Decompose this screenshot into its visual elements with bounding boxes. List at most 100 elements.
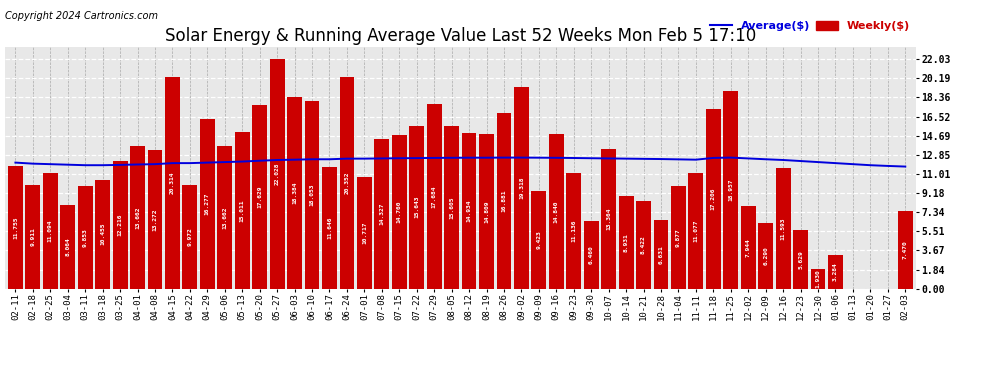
Bar bbox=[653, 220, 668, 289]
Bar bbox=[427, 104, 442, 289]
Text: 10.455: 10.455 bbox=[100, 223, 105, 246]
Bar bbox=[461, 133, 476, 289]
Text: 11.646: 11.646 bbox=[327, 217, 332, 239]
Text: 11.094: 11.094 bbox=[48, 220, 52, 242]
Bar bbox=[741, 206, 755, 289]
Text: 9.911: 9.911 bbox=[31, 228, 36, 246]
Bar bbox=[514, 87, 529, 289]
Bar bbox=[724, 91, 739, 289]
Bar bbox=[26, 185, 41, 289]
Bar bbox=[113, 161, 128, 289]
Text: 15.605: 15.605 bbox=[449, 196, 454, 219]
Text: 18.384: 18.384 bbox=[292, 182, 297, 204]
Text: 14.934: 14.934 bbox=[466, 200, 471, 222]
Text: 14.760: 14.760 bbox=[397, 201, 402, 223]
Bar bbox=[497, 113, 512, 289]
Text: 13.272: 13.272 bbox=[152, 209, 157, 231]
Text: 15.643: 15.643 bbox=[414, 196, 419, 219]
Bar bbox=[43, 173, 57, 289]
Text: 22.028: 22.028 bbox=[274, 163, 279, 185]
Text: 7.944: 7.944 bbox=[745, 238, 750, 257]
Text: 11.077: 11.077 bbox=[693, 220, 698, 242]
Bar bbox=[287, 97, 302, 289]
Bar bbox=[811, 268, 826, 289]
Bar bbox=[322, 167, 337, 289]
Bar bbox=[305, 100, 320, 289]
Legend: Average($), Weekly($): Average($), Weekly($) bbox=[710, 21, 910, 32]
Bar bbox=[78, 186, 93, 289]
Bar bbox=[445, 126, 459, 289]
Text: 6.631: 6.631 bbox=[658, 245, 663, 264]
Bar bbox=[8, 166, 23, 289]
Text: 18.957: 18.957 bbox=[729, 178, 734, 201]
Text: 11.755: 11.755 bbox=[13, 216, 18, 239]
Text: 6.460: 6.460 bbox=[589, 246, 594, 264]
Bar bbox=[566, 172, 581, 289]
Text: 6.290: 6.290 bbox=[763, 247, 768, 266]
Text: 18.053: 18.053 bbox=[310, 183, 315, 206]
Text: 9.853: 9.853 bbox=[83, 228, 88, 247]
Text: 9.877: 9.877 bbox=[676, 228, 681, 247]
Text: 1.930: 1.930 bbox=[816, 269, 821, 288]
Text: 17.206: 17.206 bbox=[711, 188, 716, 210]
Text: 17.684: 17.684 bbox=[432, 185, 437, 208]
Text: 12.216: 12.216 bbox=[118, 214, 123, 236]
Text: 20.352: 20.352 bbox=[345, 171, 349, 194]
Bar bbox=[793, 230, 808, 289]
Text: 13.662: 13.662 bbox=[135, 206, 140, 229]
Text: 16.881: 16.881 bbox=[502, 189, 507, 212]
Bar bbox=[340, 76, 354, 289]
Bar bbox=[374, 140, 389, 289]
Bar bbox=[392, 135, 407, 289]
Title: Solar Energy & Running Average Value Last 52 Weeks Mon Feb 5 17:10: Solar Energy & Running Average Value Las… bbox=[164, 27, 756, 45]
Bar bbox=[218, 146, 233, 289]
Bar bbox=[776, 168, 791, 289]
Bar bbox=[200, 119, 215, 289]
Text: 11.136: 11.136 bbox=[571, 219, 576, 242]
Bar bbox=[409, 126, 424, 289]
Bar bbox=[95, 180, 110, 289]
Bar bbox=[584, 221, 599, 289]
Bar bbox=[898, 211, 913, 289]
Text: 5.629: 5.629 bbox=[798, 250, 803, 269]
Bar bbox=[479, 134, 494, 289]
Text: 9.423: 9.423 bbox=[537, 230, 542, 249]
Bar bbox=[828, 255, 842, 289]
Text: 19.318: 19.318 bbox=[519, 177, 524, 199]
Text: Copyright 2024 Cartronics.com: Copyright 2024 Cartronics.com bbox=[5, 11, 158, 21]
Text: 15.011: 15.011 bbox=[240, 199, 245, 222]
Text: 8.064: 8.064 bbox=[65, 237, 70, 256]
Bar bbox=[688, 173, 703, 289]
Bar bbox=[165, 77, 180, 289]
Text: 9.972: 9.972 bbox=[187, 227, 192, 246]
Text: 13.364: 13.364 bbox=[606, 208, 611, 230]
Text: 14.809: 14.809 bbox=[484, 200, 489, 223]
Text: 3.284: 3.284 bbox=[833, 262, 838, 281]
Bar bbox=[148, 150, 162, 289]
Text: 10.717: 10.717 bbox=[362, 222, 367, 244]
Bar bbox=[357, 177, 372, 289]
Bar bbox=[548, 134, 563, 289]
Text: 14.840: 14.840 bbox=[553, 200, 558, 223]
Bar bbox=[235, 132, 249, 289]
Text: 11.593: 11.593 bbox=[781, 217, 786, 240]
Bar bbox=[532, 190, 546, 289]
Bar bbox=[671, 186, 686, 289]
Bar bbox=[758, 223, 773, 289]
Text: 14.327: 14.327 bbox=[379, 203, 384, 225]
Text: 7.470: 7.470 bbox=[903, 240, 908, 259]
Text: 8.422: 8.422 bbox=[642, 236, 646, 254]
Text: 20.314: 20.314 bbox=[170, 172, 175, 194]
Bar bbox=[706, 110, 721, 289]
Text: 17.629: 17.629 bbox=[257, 186, 262, 208]
Bar bbox=[619, 196, 634, 289]
Bar bbox=[60, 205, 75, 289]
Bar bbox=[252, 105, 267, 289]
Bar bbox=[637, 201, 651, 289]
Bar bbox=[182, 185, 197, 289]
Text: 16.277: 16.277 bbox=[205, 193, 210, 215]
Bar bbox=[601, 149, 616, 289]
Bar bbox=[130, 146, 145, 289]
Text: 13.662: 13.662 bbox=[223, 206, 228, 229]
Text: 8.931: 8.931 bbox=[624, 233, 629, 252]
